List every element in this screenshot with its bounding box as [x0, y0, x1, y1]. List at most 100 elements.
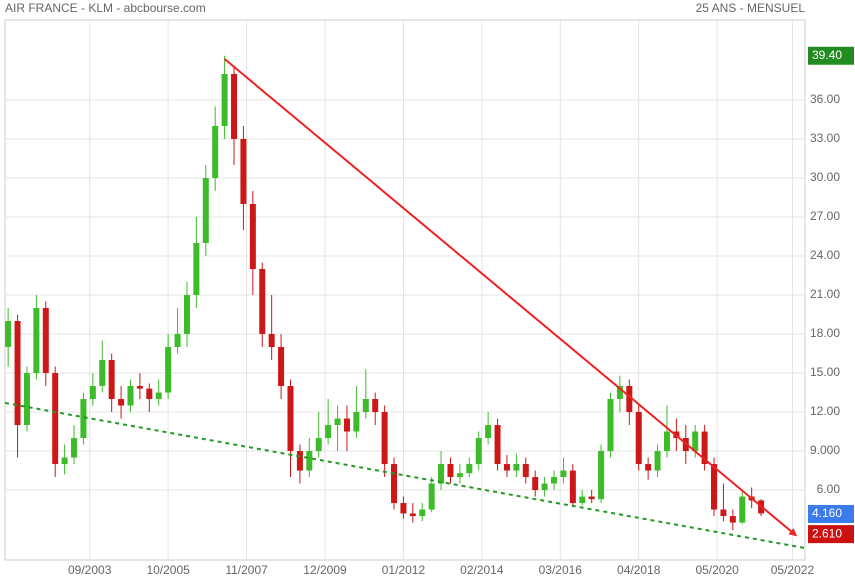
price-marker-box: [808, 46, 854, 65]
candle-body: [701, 431, 708, 465]
y-tick-label: 27.00: [810, 209, 840, 223]
candle-body: [438, 464, 445, 484]
candle-body: [165, 347, 172, 393]
candle-body: [5, 321, 12, 348]
candle-body: [419, 509, 426, 517]
candle-body: [353, 412, 360, 432]
candle-body: [739, 496, 746, 523]
candle-body: [240, 138, 247, 204]
candle-body: [381, 412, 388, 465]
candle-body: [400, 503, 407, 514]
candle-body: [588, 496, 595, 500]
price-marker-label: 2.610: [812, 526, 842, 540]
x-tick-label: 09/2003: [68, 563, 112, 577]
candle-body: [372, 399, 379, 413]
x-tick-label: 04/2018: [617, 563, 661, 577]
x-tick-label: 01/2012: [382, 563, 426, 577]
candle-body: [193, 242, 200, 296]
candle-body: [42, 308, 49, 374]
candle-body: [362, 399, 369, 413]
candle-body: [334, 418, 341, 426]
price-marker-box: [808, 504, 854, 523]
candle-body: [202, 177, 209, 243]
candle-body: [447, 464, 454, 478]
candle-body: [52, 373, 59, 465]
candle-body: [532, 477, 539, 491]
candle-body: [108, 360, 115, 400]
trend-line: [4, 401, 806, 550]
candle-body: [71, 438, 78, 458]
candle-body: [541, 483, 548, 491]
price-marker-box: [808, 525, 854, 544]
candle-body: [80, 399, 87, 439]
candle-body: [23, 373, 30, 426]
plot-frame: [4, 19, 806, 561]
candle-body: [560, 470, 567, 478]
candle-body: [306, 451, 313, 471]
candle-body: [136, 386, 143, 389]
candle-body: [61, 457, 68, 465]
candle-body: [607, 399, 614, 452]
candle-body: [155, 392, 162, 400]
candle-body: [626, 386, 633, 413]
candle-body: [692, 431, 699, 452]
candle-body: [466, 464, 473, 474]
candle-body: [494, 425, 501, 465]
candle-body: [278, 347, 285, 387]
candle-body: [89, 386, 96, 400]
candle-body: [287, 386, 294, 452]
y-tick-label: 12.00: [810, 404, 840, 418]
x-tick-label: 03/2016: [539, 563, 583, 577]
candle-body: [513, 464, 520, 471]
candle-body: [343, 418, 350, 432]
x-tick-label: 05/2022: [771, 563, 815, 577]
candle-body: [654, 451, 661, 471]
candle-body: [146, 388, 153, 400]
candle-body: [391, 464, 398, 504]
candle-body: [485, 425, 492, 439]
y-tick-label: 18.00: [810, 326, 840, 340]
chart-title: AIR FRANCE - KLM - abcbourse.com: [5, 1, 206, 15]
chart-subtitle: 25 ANS - MENSUEL: [696, 1, 806, 15]
candle-body: [268, 334, 275, 348]
candle-body: [616, 386, 623, 400]
candle-body: [551, 477, 558, 484]
candle-body: [663, 431, 670, 452]
candle-body: [645, 464, 652, 471]
candle-body: [296, 451, 303, 471]
price-marker-label: 4.160: [812, 506, 842, 520]
candle-body: [221, 73, 228, 126]
candle-body: [569, 470, 576, 504]
candle-body: [409, 513, 416, 517]
candle-body: [522, 464, 529, 478]
candle-body: [249, 203, 256, 270]
candle-body: [212, 125, 219, 178]
candle-body: [14, 321, 21, 426]
candle-body: [456, 473, 463, 478]
y-tick-label: 6.00: [817, 482, 841, 496]
candle-body: [325, 425, 332, 439]
candle-body: [475, 438, 482, 465]
candle-body: [503, 464, 510, 471]
candle-body: [635, 412, 642, 465]
candle-body: [428, 483, 435, 510]
x-tick-label: 02/2014: [460, 563, 504, 577]
trend-line: [223, 58, 798, 537]
y-tick-label: 15.00: [810, 365, 840, 379]
x-tick-label: 11/2007: [225, 563, 268, 577]
candle-body: [231, 73, 238, 139]
y-tick-label: 9.000: [810, 443, 840, 457]
x-tick-label: 12/2009: [303, 563, 347, 577]
candle-body: [127, 386, 134, 406]
price-marker-label: 39.40: [812, 48, 842, 62]
candle-body: [720, 509, 727, 517]
y-tick-label: 36.00: [810, 92, 840, 106]
candle-body: [729, 516, 736, 523]
candle-body: [315, 438, 322, 452]
y-tick-label: 24.00: [810, 248, 840, 262]
candle-body: [711, 464, 718, 510]
x-tick-label: 05/2020: [695, 563, 739, 577]
candle-body: [183, 295, 190, 335]
y-tick-label: 30.00: [810, 170, 840, 184]
